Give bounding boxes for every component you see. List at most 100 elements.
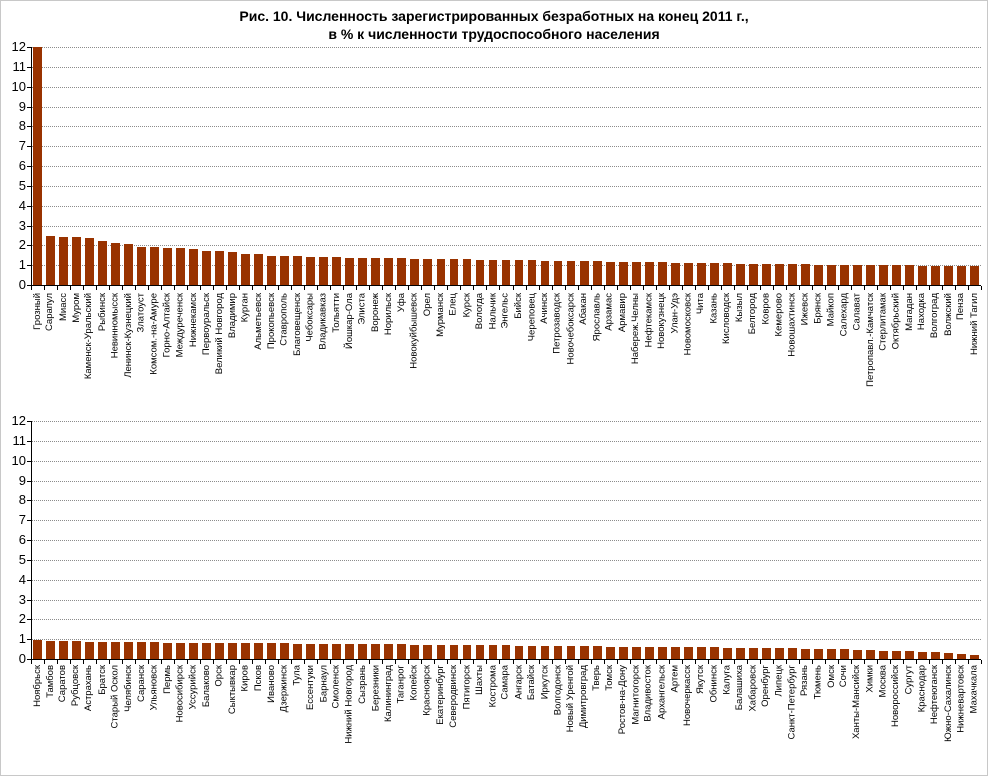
category-label: Ессентуки [304,665,316,710]
y-tick-label: 5 [18,177,26,193]
x-axis-tick [889,286,891,290]
x-axis-tick [83,286,85,290]
category-label: Хабаровск [747,665,759,712]
y-tick-label: 9 [18,98,26,114]
bar [176,642,186,659]
bar [488,645,498,659]
bar [384,644,394,659]
y-tick-label: 2 [18,237,26,253]
category-label: Томск [604,665,616,691]
bar [215,642,225,659]
x-axis-tick [473,660,475,664]
x-axis-tick [694,660,696,664]
bar [709,263,719,285]
x-axis-tick [772,286,774,290]
bar [345,643,355,659]
y-axis-tick [27,460,31,462]
bar [813,264,823,285]
x-axis-tick [564,286,566,290]
x-axis-tick [798,660,800,664]
x-axis-tick [447,660,449,664]
x-axis-tick [200,660,202,664]
y-tick-label: 4 [18,571,26,587]
y-tick-label: 3 [18,217,26,233]
category-label: Дзержинск [278,665,290,713]
x-axis-tick [707,286,709,290]
x-axis-tick [811,286,813,290]
x-axis-tick [265,286,267,290]
x-axis-tick [850,286,852,290]
bar [514,645,524,659]
bar [683,262,693,285]
bar [137,642,147,659]
bar [72,237,81,285]
x-axis-tick [928,660,930,664]
x-axis-tick [343,286,345,290]
gridline [31,480,981,482]
x-axis-tick [785,286,787,290]
bar [436,259,446,285]
bar [618,646,628,659]
x-axis-tick [772,660,774,664]
bar [944,265,953,285]
bar [931,265,940,285]
bar [423,258,433,285]
bar [800,264,810,285]
x-axis-tick [421,660,423,664]
x-axis-tick [174,286,176,290]
x-axis-tick [96,660,98,664]
bar [280,256,290,285]
y-tick-label: 4 [18,197,26,213]
x-axis-tick [538,660,540,664]
x-axis-tick [343,660,345,664]
x-axis-tick [278,660,280,664]
gridline [31,47,981,48]
x-axis-tick [629,286,631,290]
x-axis-tick [642,660,644,664]
x-axis-tick [291,660,293,664]
x-axis-tick [434,660,436,664]
gridline [31,245,981,247]
x-axis-tick [785,660,787,664]
x-axis-tick [863,660,865,664]
x-axis-tick [720,660,722,664]
bar [918,651,927,659]
gridline [31,520,981,522]
category-label: Артем [669,665,681,693]
bar [865,265,875,285]
x-axis-tick [265,660,267,664]
x-axis-tick [460,286,462,290]
y-axis-tick [27,205,31,207]
category-label: Кострома [487,665,498,708]
x-axis-tick [928,286,930,290]
y-axis-tick [27,480,31,482]
bar [475,645,485,659]
gridline [31,540,981,541]
y-axis-tick [27,185,31,187]
bar [462,644,472,659]
category-label: Нижний Новгород [343,665,355,744]
x-axis-tick [577,286,579,290]
gridline [31,66,981,68]
category-label: Санкт-Петербург [786,665,798,740]
y-tick-label: 5 [18,551,26,567]
x-axis-tick [148,660,150,664]
x-axis-tick [187,286,189,290]
bar [163,247,173,285]
bar [501,260,511,285]
bar [905,651,914,659]
x-axis-tick [681,286,683,290]
y-axis-tick [27,500,31,502]
bar [241,643,251,659]
bar [774,648,784,659]
x-axis-line [31,659,981,660]
x-axis-tick [551,660,553,664]
bar [735,647,745,659]
gridline [31,619,981,621]
bar [137,246,147,285]
y-axis-tick [27,225,31,227]
x-axis-tick [109,660,111,664]
category-label: Таганрог [395,665,407,704]
x-axis-tick [824,660,826,664]
